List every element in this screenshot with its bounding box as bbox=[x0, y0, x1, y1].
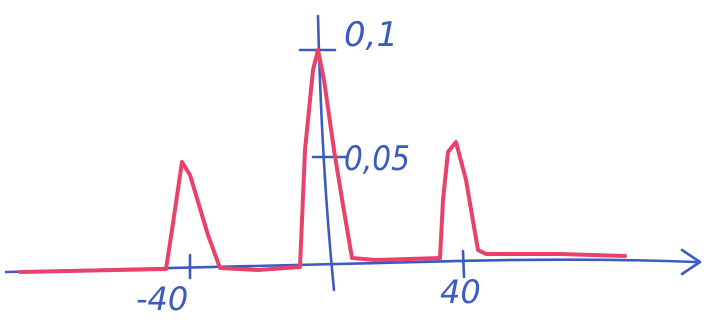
y-label-top: 0,1 bbox=[344, 15, 398, 55]
y-label-mid: 0,05 bbox=[344, 139, 410, 179]
x-label-left: -40 bbox=[136, 280, 188, 318]
labels: 0,1 0,05 -40 40 bbox=[136, 15, 481, 318]
x-axis-arrowhead bbox=[680, 248, 702, 276]
distribution-curve bbox=[18, 48, 627, 274]
x-tick-right bbox=[461, 249, 466, 279]
x-label-right: 40 bbox=[440, 273, 481, 311]
